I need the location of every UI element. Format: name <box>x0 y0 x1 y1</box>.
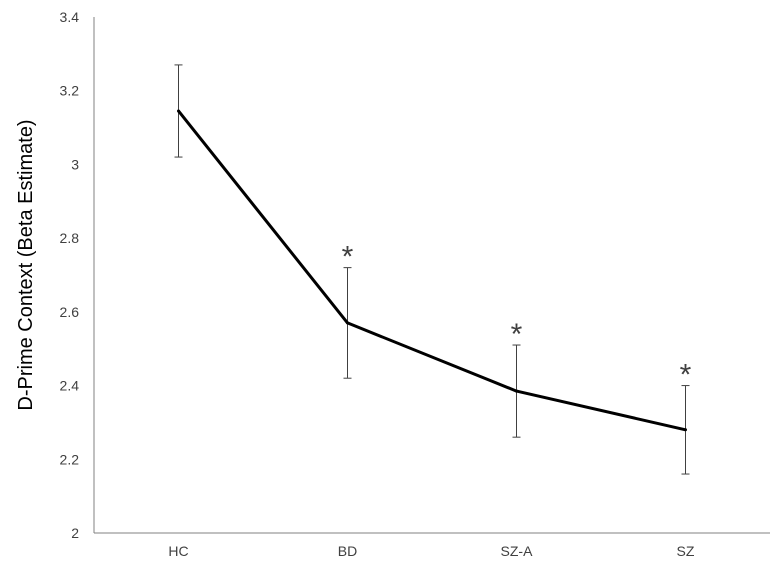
y-tick-label: 2 <box>71 525 79 541</box>
y-tick-label: 3.2 <box>60 83 80 99</box>
data-point <box>515 389 518 393</box>
y-tick-label: 3.4 <box>60 9 80 25</box>
series-group <box>177 109 687 432</box>
x-tick-label: SZ <box>677 543 695 559</box>
axes <box>93 17 770 534</box>
significance-markers: * * * <box>342 241 692 392</box>
y-tick-label: 3 <box>71 156 79 172</box>
y-tick-labels: 2 2.2 2.4 2.6 2.8 3 3.2 3.4 <box>60 9 80 541</box>
data-point <box>346 321 349 325</box>
y-tick-label: 2.2 <box>60 451 80 467</box>
y-tick-label: 2.4 <box>60 378 80 394</box>
x-tick-label: SZ-A <box>501 543 534 559</box>
series-line <box>177 110 686 432</box>
y-axis-title: D-Prime Context (Beta Estimate) <box>15 119 37 410</box>
x-tick-label: BD <box>338 543 357 559</box>
data-point <box>684 428 687 432</box>
x-tick-label: HC <box>168 543 188 559</box>
y-tick-label: 2.8 <box>60 230 80 246</box>
y-tick-label: 2.6 <box>60 304 80 320</box>
data-point <box>177 109 180 113</box>
significance-marker: * <box>511 318 523 351</box>
significance-marker: * <box>680 359 692 392</box>
x-tick-labels: HC BD SZ-A SZ <box>168 543 695 559</box>
significance-marker: * <box>342 241 354 274</box>
